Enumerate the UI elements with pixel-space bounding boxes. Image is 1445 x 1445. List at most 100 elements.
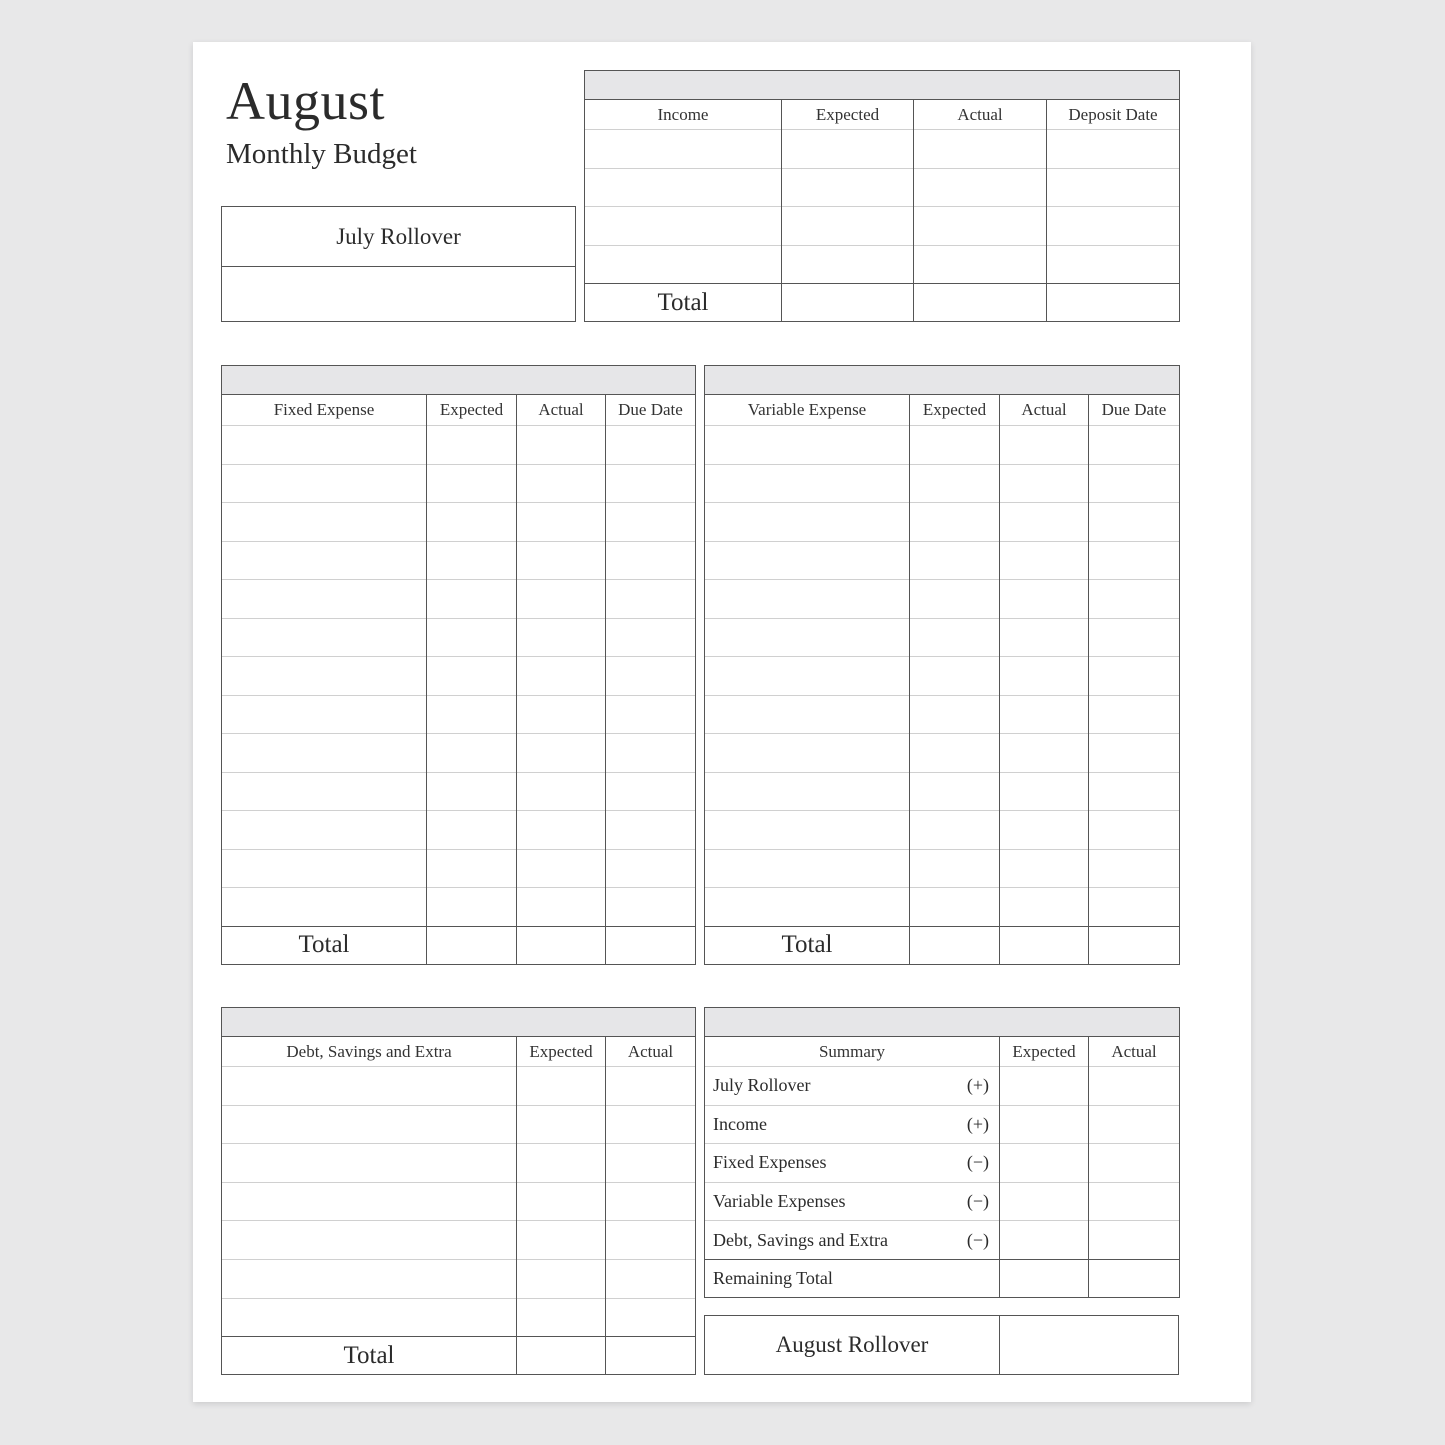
variable-cell[interactable] (909, 694, 1000, 734)
variable-cell[interactable] (999, 463, 1089, 503)
fixed-cell[interactable] (516, 502, 606, 541)
fixed-cell[interactable] (605, 579, 696, 618)
variable-cell[interactable] (704, 579, 910, 618)
fixed-cell[interactable] (605, 502, 696, 541)
debt-cell[interactable] (221, 1104, 517, 1144)
debt-cell[interactable] (604, 1066, 697, 1106)
fixed-cell[interactable] (221, 733, 427, 772)
debt-cell[interactable] (516, 1104, 606, 1144)
variable-cell[interactable] (704, 733, 910, 772)
debt-cell[interactable] (221, 1181, 517, 1221)
variable-cell[interactable] (1088, 810, 1180, 849)
variable-cell[interactable] (1088, 617, 1180, 657)
fixed-cell[interactable] (516, 463, 606, 503)
summary-total-cell[interactable] (999, 1258, 1089, 1298)
summary-cell[interactable] (1087, 1066, 1181, 1106)
variable-cell[interactable] (704, 810, 910, 849)
variable-cell[interactable] (909, 425, 1000, 464)
income-cell[interactable] (913, 244, 1047, 284)
fixed-cell[interactable] (605, 810, 696, 849)
fixed-cell[interactable] (516, 617, 606, 657)
fixed-cell[interactable] (221, 502, 427, 541)
fixed-cell[interactable] (605, 425, 696, 464)
income-cell[interactable] (584, 129, 782, 168)
summary-cell[interactable] (999, 1143, 1089, 1183)
variable-cell[interactable] (909, 579, 1000, 618)
debt-cell[interactable] (604, 1104, 697, 1144)
variable-cell[interactable] (909, 617, 1000, 657)
fixed-cell[interactable] (426, 656, 517, 695)
fixed-total-cell[interactable] (426, 925, 517, 964)
debt-cell[interactable] (604, 1258, 697, 1299)
variable-cell[interactable] (909, 887, 1000, 926)
fixed-total-cell[interactable] (605, 925, 696, 964)
variable-cell[interactable] (999, 733, 1089, 772)
variable-cell[interactable] (999, 771, 1089, 811)
variable-cell[interactable] (999, 617, 1089, 657)
fixed-cell[interactable] (605, 463, 696, 503)
variable-cell[interactable] (704, 540, 910, 580)
fixed-cell[interactable] (605, 733, 696, 772)
variable-cell[interactable] (1088, 733, 1180, 772)
fixed-cell[interactable] (221, 656, 427, 695)
fixed-cell[interactable] (605, 656, 696, 695)
variable-cell[interactable] (704, 656, 910, 695)
variable-cell[interactable] (1088, 771, 1180, 811)
fixed-cell[interactable] (426, 502, 517, 541)
variable-cell[interactable] (999, 887, 1089, 926)
debt-cell[interactable] (221, 1220, 517, 1260)
variable-cell[interactable] (1088, 656, 1180, 695)
august-rollover-field[interactable] (1000, 1316, 1178, 1374)
fixed-cell[interactable] (221, 617, 427, 657)
variable-cell[interactable] (704, 425, 910, 464)
variable-cell[interactable] (1088, 463, 1180, 503)
debt-cell[interactable] (516, 1181, 606, 1221)
variable-cell[interactable] (1088, 502, 1180, 541)
income-total-cell[interactable] (1046, 283, 1180, 322)
variable-cell[interactable] (704, 848, 910, 888)
fixed-cell[interactable] (426, 810, 517, 849)
debt-total-cell[interactable] (516, 1336, 606, 1375)
variable-cell[interactable] (704, 694, 910, 734)
variable-cell[interactable] (999, 502, 1089, 541)
variable-cell[interactable] (999, 810, 1089, 849)
fixed-cell[interactable] (426, 579, 517, 618)
fixed-cell[interactable] (605, 617, 696, 657)
variable-cell[interactable] (909, 810, 1000, 849)
income-cell[interactable] (781, 167, 914, 207)
debt-total-cell[interactable] (604, 1336, 697, 1375)
debt-cell[interactable] (221, 1143, 517, 1183)
fixed-cell[interactable] (221, 848, 427, 888)
income-cell[interactable] (1046, 167, 1180, 207)
variable-cell[interactable] (704, 463, 910, 503)
variable-cell[interactable] (909, 540, 1000, 580)
fixed-cell[interactable] (221, 887, 427, 926)
income-cell[interactable] (584, 244, 782, 284)
summary-cell[interactable] (999, 1220, 1089, 1260)
variable-cell[interactable] (704, 617, 910, 657)
fixed-cell[interactable] (516, 579, 606, 618)
fixed-cell[interactable] (516, 656, 606, 695)
variable-cell[interactable] (999, 656, 1089, 695)
income-total-cell[interactable] (913, 283, 1047, 322)
variable-cell[interactable] (909, 463, 1000, 503)
fixed-cell[interactable] (221, 579, 427, 618)
summary-cell[interactable] (1087, 1220, 1181, 1260)
variable-cell[interactable] (909, 733, 1000, 772)
july-rollover-field[interactable] (222, 267, 575, 321)
summary-cell[interactable] (999, 1066, 1089, 1106)
summary-cell[interactable] (1087, 1143, 1181, 1183)
debt-cell[interactable] (516, 1143, 606, 1183)
debt-cell[interactable] (221, 1258, 517, 1299)
fixed-cell[interactable] (426, 733, 517, 772)
debt-cell[interactable] (604, 1143, 697, 1183)
fixed-cell[interactable] (605, 540, 696, 580)
debt-cell[interactable] (516, 1220, 606, 1260)
income-cell[interactable] (913, 129, 1047, 168)
debt-cell[interactable] (604, 1181, 697, 1221)
debt-cell[interactable] (604, 1220, 697, 1260)
income-cell[interactable] (1046, 244, 1180, 284)
income-cell[interactable] (1046, 129, 1180, 168)
debt-cell[interactable] (604, 1297, 697, 1337)
fixed-cell[interactable] (426, 887, 517, 926)
